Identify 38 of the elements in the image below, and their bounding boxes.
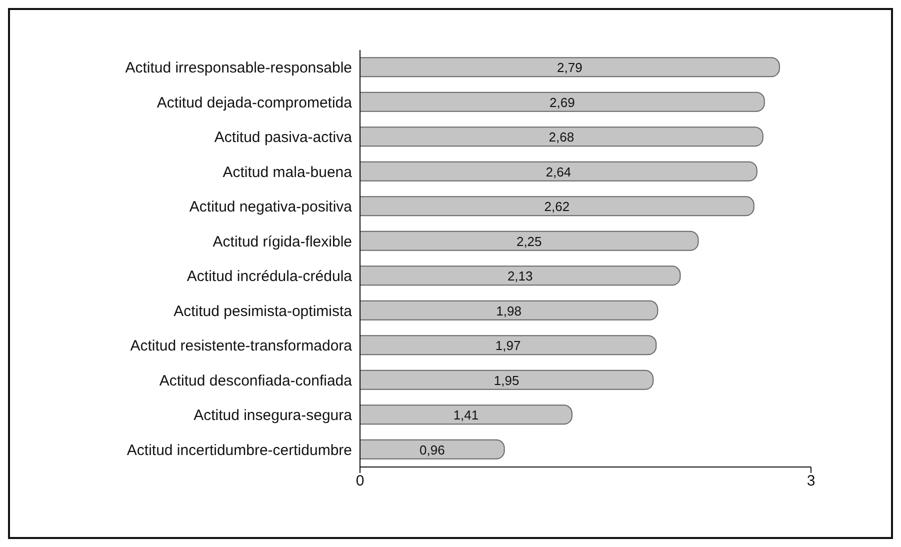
bar <box>360 57 780 78</box>
bar <box>360 126 764 147</box>
data-label: 2,68 <box>548 130 574 145</box>
y-tick-label: Actitud desconfiada-confiada <box>159 372 353 390</box>
y-tick-label: Actitud mala-buena <box>222 164 353 181</box>
bar <box>360 300 658 320</box>
y-tick-label: Actitud pesimista-optimista <box>174 302 353 320</box>
y-tick-label: Actitud incrédula-crédula <box>186 268 353 286</box>
bar <box>360 230 699 251</box>
y-tick-label: Actitud rígida-flexible <box>212 233 352 250</box>
bar <box>360 266 681 286</box>
data-label: 1,95 <box>494 372 520 388</box>
data-label: 1,98 <box>496 303 522 318</box>
data-label: 1,41 <box>453 408 479 423</box>
bar <box>360 92 765 112</box>
x-tick-label: 3 <box>806 472 816 490</box>
data-label: 2,64 <box>546 164 572 180</box>
y-tick-label: Actitud dejada-comprometida <box>156 94 353 112</box>
data-label: 2,25 <box>516 234 542 249</box>
bar <box>360 196 754 216</box>
x-tick-label: 0 <box>356 472 364 490</box>
y-tick-label: Actitud negativa-positiva <box>189 198 353 216</box>
y-tick-label: Actitud incertidumbre-certidumbre <box>126 442 352 459</box>
bar <box>360 161 758 182</box>
bar <box>360 370 654 390</box>
data-label: 0,96 <box>420 442 445 458</box>
bar <box>360 404 572 425</box>
y-tick-label: Actitud insegura-segura <box>194 407 353 424</box>
y-tick-label: Actitud irresponsable-responsable <box>125 60 352 77</box>
data-label: 1,97 <box>495 338 521 354</box>
data-label: 2,69 <box>550 94 575 110</box>
bar <box>360 335 657 356</box>
data-label: 2,79 <box>557 60 582 76</box>
y-tick-label: Actitud pasiva-activa <box>214 129 353 146</box>
data-label: 2,62 <box>544 199 570 214</box>
bar <box>360 439 505 460</box>
y-tick-label: Actitud resistente-transformadora <box>130 338 353 355</box>
data-label: 2,13 <box>507 268 533 284</box>
